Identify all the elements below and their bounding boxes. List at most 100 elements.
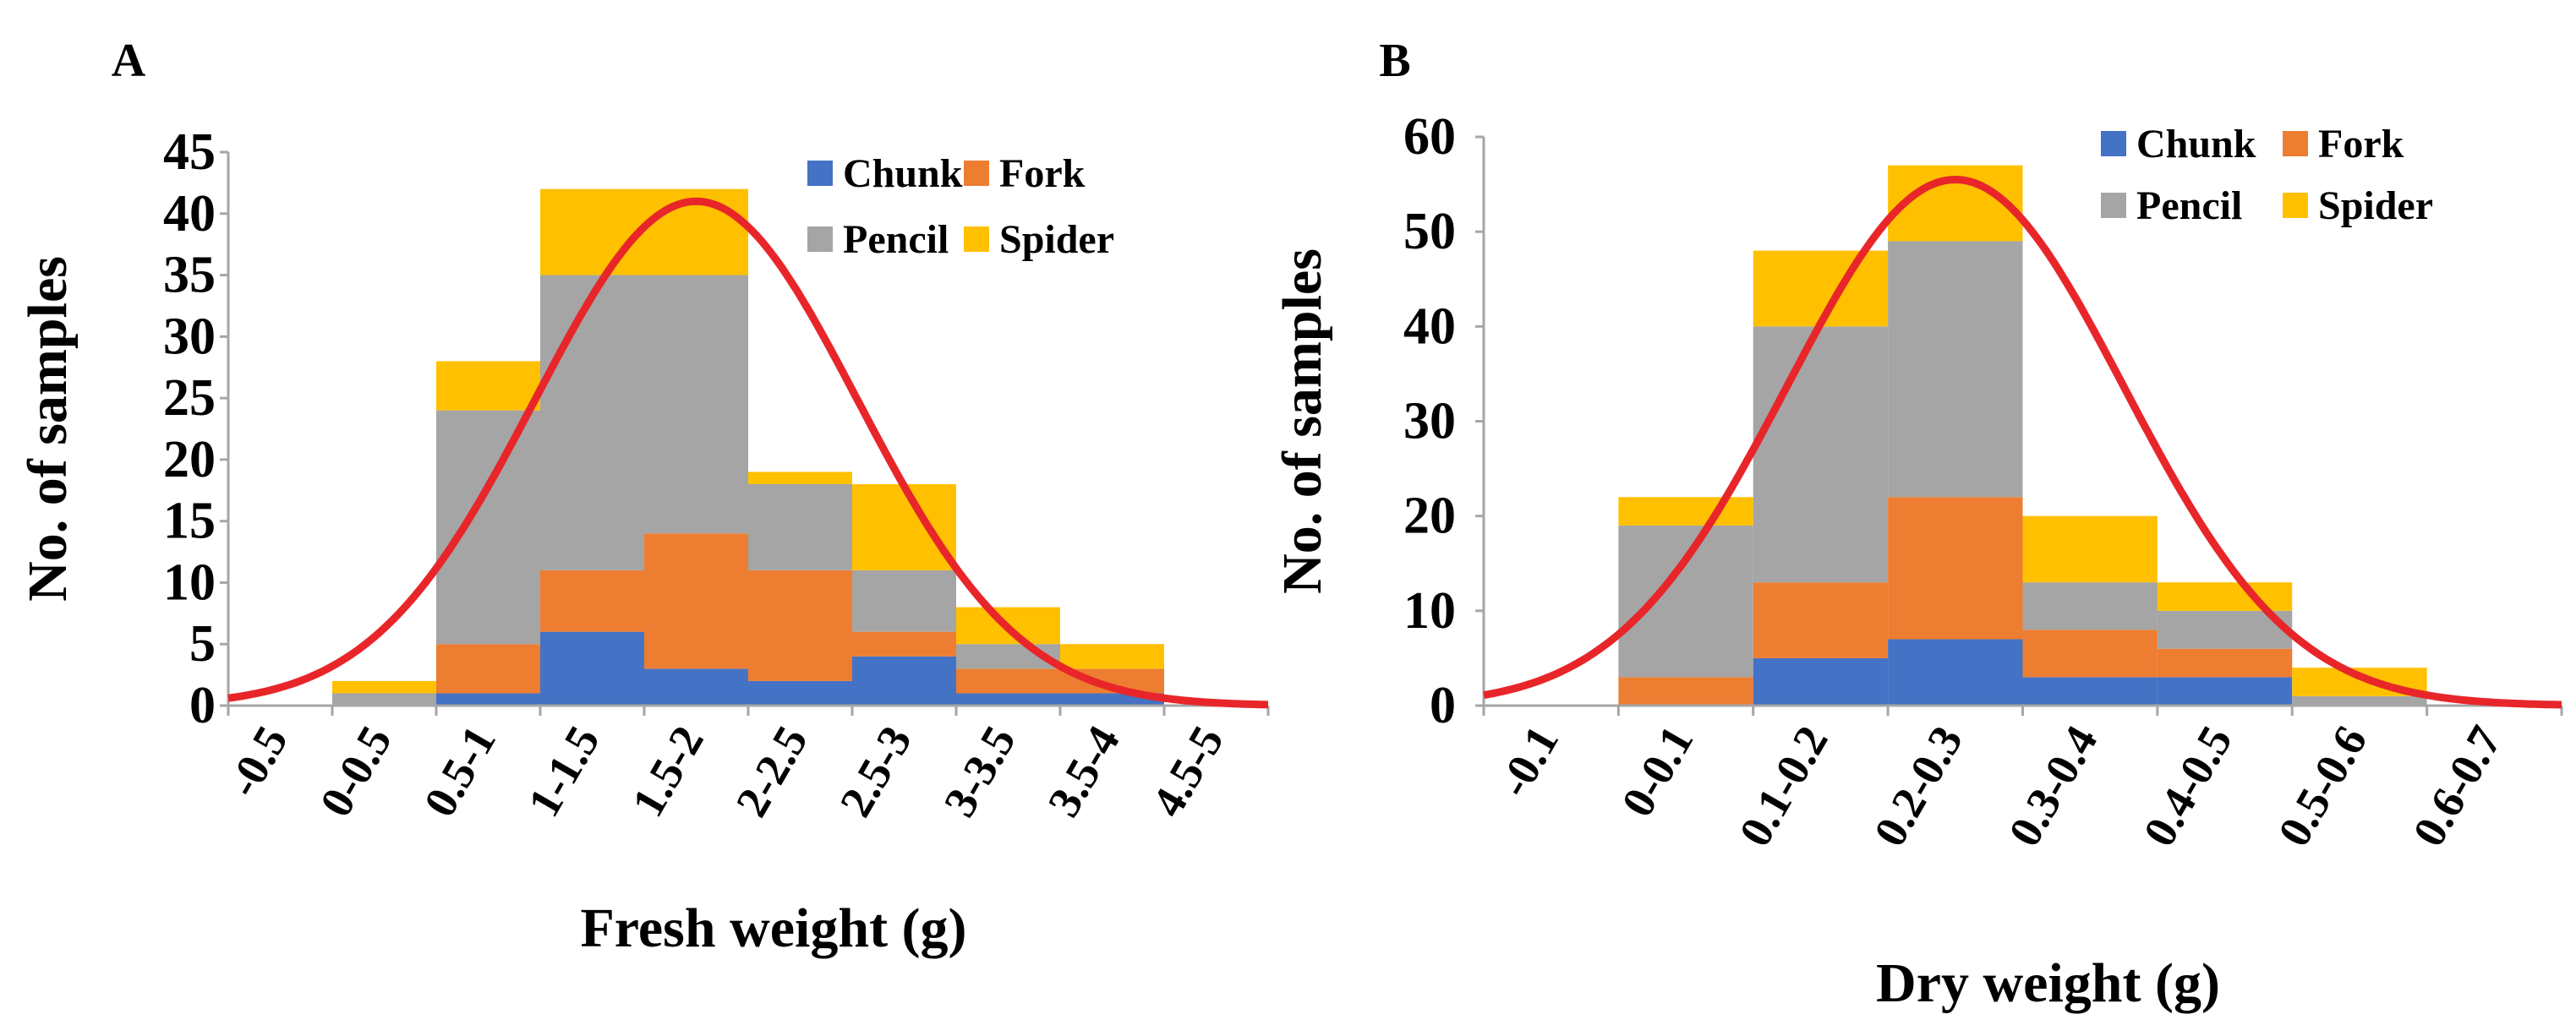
bar-segment-fork [1618, 677, 1753, 706]
y-tick-label: 45 [163, 123, 216, 181]
legend-swatch-spider [964, 226, 989, 252]
bar-segment-chunk [852, 656, 956, 706]
x-tick-label: 4.5-5 [1142, 717, 1233, 825]
x-tick-label: 3.5-4 [1038, 717, 1129, 825]
x-tick-label: 1.5-2 [622, 717, 714, 825]
bar-segment-fork [644, 533, 748, 669]
bar-segment-spider [2157, 582, 2293, 611]
y-tick-label: 20 [163, 431, 216, 488]
bar-segment-fork [540, 570, 644, 632]
x-tick-label: 3-3.5 [934, 717, 1025, 825]
bar-segment-fork [436, 644, 540, 694]
bar-segment-chunk [540, 631, 644, 706]
x-tick-label: 0.5-1 [414, 717, 506, 825]
y-tick-label: 35 [163, 247, 216, 304]
bar-segment-spider [1060, 644, 1164, 669]
bar-segment-fork [956, 668, 1060, 694]
y-tick-label: 10 [163, 553, 216, 611]
legend-label-chunk: Chunk [2136, 122, 2256, 166]
bar-segment-pencil [1888, 241, 2023, 498]
legend-swatch-spider [2283, 193, 2308, 218]
bar-segment-pencil [852, 570, 956, 632]
bar-segment-fork [852, 631, 956, 657]
bar-segment-pencil [540, 275, 644, 570]
y-tick-label: 40 [163, 185, 216, 243]
x-tick-label: 0.3-0.4 [1999, 717, 2107, 854]
bar-segment-pencil [1753, 326, 1889, 583]
bar-segment-chunk [644, 668, 748, 706]
bar-segment-pencil [1618, 525, 1753, 678]
y-tick-label: 5 [189, 615, 216, 673]
y-tick-label: 0 [189, 677, 216, 734]
panel-label: B [1379, 35, 1410, 87]
legend-label-spider: Spider [2318, 183, 2433, 228]
legend-swatch-pencil [2101, 193, 2126, 218]
x-axis-title: Dry weight (g) [1876, 952, 2220, 1014]
bar-segment-chunk [2022, 677, 2158, 706]
panel-label: A [112, 35, 146, 87]
bar-segment-fork [1753, 582, 1889, 658]
y-tick-label: 25 [163, 369, 216, 427]
bar-segment-fork [1888, 497, 2023, 640]
x-tick-label: 2-2.5 [726, 717, 818, 825]
legend-swatch-pencil [807, 226, 833, 252]
x-tick-label: -0.1 [1488, 717, 1568, 805]
y-tick-label: 50 [1403, 203, 1456, 260]
bar-segment-chunk [2157, 677, 2293, 706]
bar-segment-chunk [436, 693, 540, 706]
x-tick-label: 1-1.5 [518, 717, 610, 825]
y-tick-label: 10 [1403, 582, 1456, 640]
y-tick-label: 40 [1403, 297, 1456, 355]
bar-segment-pencil [436, 410, 540, 645]
legend-swatch-fork [964, 161, 989, 186]
y-tick-label: 30 [163, 308, 216, 365]
x-tick-label: -0.5 [217, 717, 298, 805]
x-tick-label: 0.1-0.2 [1729, 717, 1837, 854]
bar-segment-spider [1618, 497, 1753, 526]
x-tick-label: 0-0.1 [1611, 717, 1703, 825]
bar-segment-spider [436, 361, 540, 411]
bar-segment-spider [2022, 515, 2158, 583]
legend-label-spider: Spider [999, 217, 1114, 262]
bar-segment-chunk [956, 693, 1060, 706]
bar-segment-spider [540, 188, 644, 275]
legend-label-chunk: Chunk [843, 151, 963, 196]
bar-segment-spider [748, 472, 852, 484]
bar-segment-spider [852, 484, 956, 570]
y-tick-label: 60 [1403, 108, 1456, 166]
bar-segment-chunk [748, 680, 852, 706]
normal-fit-curve [1483, 176, 2562, 709]
bar-segment-pencil [644, 275, 748, 534]
y-tick-label: 0 [1430, 677, 1456, 734]
bar-segment-pencil [748, 484, 852, 570]
y-tick-label: 20 [1403, 488, 1456, 545]
bar-segment-fork [2022, 630, 2158, 678]
panel-b-chart: B 0 10 20 30 40 50 60 -0.1 0-0.1 0.1-0.2 0.2-0.3 0.3… [1272, 35, 2563, 1014]
legend-label-pencil: Pencil [2136, 183, 2242, 228]
y-axis-title: No. of samples [1272, 248, 1333, 594]
bar-segment-chunk [1753, 657, 1889, 706]
legend-label-fork: Fork [999, 151, 1086, 196]
x-tick-label: 0.6-0.7 [2403, 717, 2511, 854]
bar-segment-spider [1753, 250, 1889, 327]
x-tick-label: 2.5-3 [830, 717, 922, 825]
legend-swatch-fork [2283, 131, 2308, 156]
normal-fit-curve [227, 197, 1269, 709]
x-tick-label: 0.5-0.6 [2268, 717, 2376, 854]
bar-segment-spider [332, 680, 436, 694]
x-tick-label: 0-0.5 [310, 717, 402, 825]
legend-label-pencil: Pencil [843, 217, 949, 262]
bar-segment-chunk [1888, 639, 2023, 706]
y-tick-label: 15 [163, 493, 216, 550]
x-axis-title: Fresh weight (g) [580, 897, 966, 959]
bar-segment-fork [2157, 648, 2293, 678]
bar-segment-pencil [2022, 582, 2158, 630]
y-axis-title: No. of samples [17, 256, 79, 602]
bar-segment-fork [748, 570, 852, 681]
x-tick-label: 0.2-0.3 [1864, 717, 1972, 854]
bar-segment-pencil [2292, 695, 2427, 706]
y-tick-label: 30 [1403, 393, 1456, 450]
legend-swatch-chunk [807, 161, 833, 186]
